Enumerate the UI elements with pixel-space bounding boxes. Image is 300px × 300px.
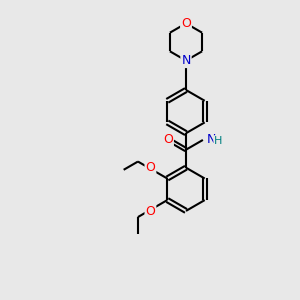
- Text: O: O: [146, 161, 155, 174]
- Text: N: N: [207, 133, 216, 146]
- Text: O: O: [163, 133, 173, 146]
- Text: O: O: [181, 17, 191, 30]
- Text: H: H: [214, 136, 223, 146]
- Text: N: N: [181, 54, 191, 67]
- Text: O: O: [146, 205, 155, 218]
